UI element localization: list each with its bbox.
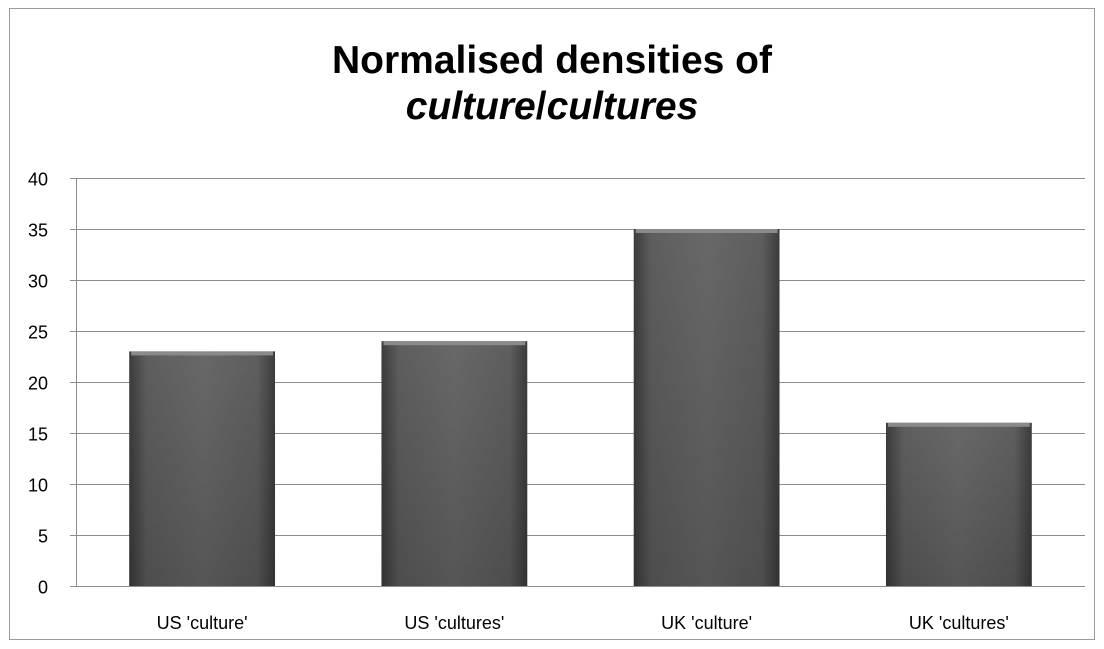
bar-top-highlight bbox=[887, 422, 1030, 427]
chart-title-separator: / bbox=[535, 85, 547, 128]
x-tick-label: UK 'cultures' bbox=[909, 613, 1009, 633]
y-tick-label: 15 bbox=[28, 425, 48, 445]
bar-shade bbox=[885, 422, 1032, 586]
bar-shade bbox=[129, 351, 276, 586]
x-axis-tick-labels: US 'culture' US 'cultures' UK 'culture' UK … bbox=[157, 613, 1009, 633]
y-tick-label: 0 bbox=[38, 578, 48, 598]
y-tick-label: 35 bbox=[28, 221, 48, 241]
x-tick-label: US 'culture' bbox=[157, 613, 248, 633]
bar-top-highlight bbox=[383, 341, 526, 346]
bar bbox=[885, 422, 1032, 586]
bar bbox=[633, 229, 780, 586]
chart-title-line1: Normalised densities of bbox=[332, 39, 772, 82]
y-tick-label: 25 bbox=[28, 323, 48, 343]
y-tick-label: 40 bbox=[28, 170, 48, 190]
bar bbox=[381, 341, 528, 586]
chart-title: Normalised densities of culture/cultures bbox=[0, 38, 1104, 130]
bar-shade bbox=[633, 229, 780, 586]
y-tick-label: 5 bbox=[38, 527, 48, 547]
y-axis-tick-labels: 0 5 10 15 20 25 30 35 40 bbox=[28, 170, 48, 598]
bar bbox=[129, 351, 276, 586]
x-tick-label: UK 'culture' bbox=[661, 613, 752, 633]
bar-top-highlight bbox=[131, 351, 274, 356]
x-tick-label: US 'cultures' bbox=[404, 613, 504, 633]
chart-title-line2: culture/cultures bbox=[0, 84, 1104, 130]
bar-top-highlight bbox=[635, 229, 778, 233]
y-tick-label: 10 bbox=[28, 476, 48, 496]
axes bbox=[70, 178, 1085, 587]
chart-title-word-culture: culture bbox=[405, 85, 536, 128]
y-tick-label: 30 bbox=[28, 272, 48, 292]
bars bbox=[129, 229, 1032, 586]
chart-title-word-cultures: cultures bbox=[546, 85, 699, 128]
bar-shade bbox=[381, 341, 528, 586]
y-tick-label: 20 bbox=[28, 374, 48, 394]
